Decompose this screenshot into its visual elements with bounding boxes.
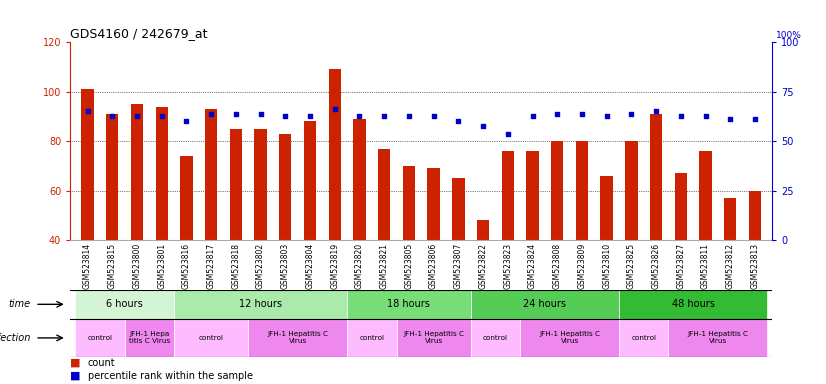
Point — [328, 106, 341, 112]
Bar — [601, 176, 613, 240]
Text: control: control — [88, 335, 112, 341]
Point — [377, 113, 391, 119]
Text: JFH-1 Hepa
titis C Virus: JFH-1 Hepa titis C Virus — [129, 331, 170, 344]
Bar — [75, 319, 125, 357]
Text: 100%: 100% — [776, 31, 802, 40]
Bar — [625, 141, 638, 240]
Text: percentile rank within the sample: percentile rank within the sample — [88, 371, 253, 381]
Bar — [125, 319, 174, 357]
Point — [205, 111, 218, 117]
Bar — [477, 220, 489, 240]
Point — [402, 113, 415, 119]
Bar — [403, 166, 415, 240]
Text: control: control — [359, 335, 384, 341]
Text: ■: ■ — [70, 371, 81, 381]
Point — [427, 113, 440, 119]
Point — [254, 111, 267, 117]
Bar — [155, 106, 168, 240]
Bar — [650, 114, 662, 240]
Bar — [304, 121, 316, 240]
Bar — [174, 290, 347, 319]
Point — [748, 116, 762, 122]
Text: 6 hours: 6 hours — [107, 299, 143, 310]
Point — [501, 131, 515, 137]
Text: infection: infection — [0, 333, 31, 343]
Point — [452, 118, 465, 124]
Bar — [520, 319, 619, 357]
Text: JFH-1 Hepatitis C
Virus: JFH-1 Hepatitis C Virus — [403, 331, 464, 344]
Point — [353, 113, 366, 119]
Bar — [668, 319, 767, 357]
Bar — [619, 319, 668, 357]
Text: GDS4160 / 242679_at: GDS4160 / 242679_at — [70, 26, 207, 40]
Bar — [347, 290, 471, 319]
Bar — [378, 149, 391, 240]
Text: 12 hours: 12 hours — [239, 299, 282, 310]
Point — [278, 113, 292, 119]
Bar — [230, 129, 242, 240]
Text: control: control — [483, 335, 508, 341]
Text: ■: ■ — [70, 358, 81, 368]
Point — [674, 113, 687, 119]
Point — [230, 111, 243, 117]
Point — [600, 113, 613, 119]
Text: JFH-1 Hepatitis C
Virus: JFH-1 Hepatitis C Virus — [687, 331, 748, 344]
Point — [699, 113, 712, 119]
Bar — [248, 319, 347, 357]
Bar — [471, 319, 520, 357]
Bar — [724, 198, 737, 240]
Point — [155, 113, 169, 119]
Bar — [526, 151, 539, 240]
Text: count: count — [88, 358, 116, 368]
Bar — [131, 104, 143, 240]
Text: 18 hours: 18 hours — [387, 299, 430, 310]
Point — [649, 108, 662, 114]
Bar — [106, 114, 118, 240]
Bar — [675, 173, 687, 240]
Point — [624, 111, 638, 117]
Bar — [396, 319, 471, 357]
Bar — [279, 134, 292, 240]
Bar — [354, 119, 366, 240]
Point — [131, 113, 144, 119]
Text: control: control — [198, 335, 224, 341]
Point — [526, 113, 539, 119]
Text: JFH-1 Hepatitis C
Virus: JFH-1 Hepatitis C Virus — [539, 331, 601, 344]
Text: JFH-1 Hepatitis C
Virus: JFH-1 Hepatitis C Virus — [267, 331, 328, 344]
Text: time: time — [9, 299, 31, 310]
Bar — [749, 190, 762, 240]
Bar — [180, 156, 192, 240]
Bar — [81, 89, 93, 240]
Bar — [576, 141, 588, 240]
Bar — [347, 319, 396, 357]
Point — [724, 116, 737, 122]
Point — [576, 111, 589, 117]
Point — [81, 108, 94, 114]
Bar — [471, 290, 619, 319]
Point — [551, 111, 564, 117]
Bar — [75, 290, 174, 319]
Bar — [700, 151, 712, 240]
Bar — [427, 168, 439, 240]
Point — [303, 113, 316, 119]
Point — [477, 123, 490, 129]
Point — [180, 118, 193, 124]
Bar — [452, 178, 464, 240]
Bar — [619, 290, 767, 319]
Bar — [551, 141, 563, 240]
Text: control: control — [631, 335, 656, 341]
Text: 48 hours: 48 hours — [672, 299, 714, 310]
Bar — [254, 129, 267, 240]
Point — [106, 113, 119, 119]
Bar — [205, 109, 217, 240]
Bar — [329, 70, 341, 240]
Bar — [501, 151, 514, 240]
Text: 24 hours: 24 hours — [524, 299, 567, 310]
Bar — [174, 319, 248, 357]
